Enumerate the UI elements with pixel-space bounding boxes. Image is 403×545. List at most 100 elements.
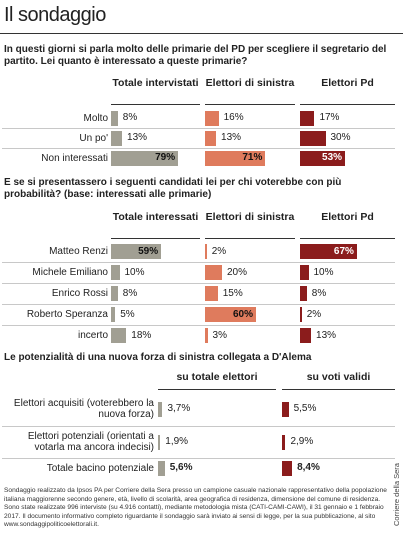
value-label: 71%: [242, 152, 263, 163]
header-rule: [111, 238, 200, 239]
row-label: Enrico Rossi: [51, 288, 108, 299]
row-separator: [2, 262, 395, 263]
value-label: 8%: [311, 287, 327, 299]
question: In questi giorni si parla molto delle pr…: [4, 44, 387, 67]
row-separator: [2, 325, 395, 326]
question: E se si presentassero i seguenti candida…: [4, 177, 342, 200]
row-label: Non interessati: [41, 152, 108, 164]
bar: [300, 307, 302, 322]
bar: [300, 244, 357, 259]
value-label: 30%: [330, 132, 351, 143]
bar: [158, 460, 165, 476]
row-label: Elettori potenziali (orientati a votarla…: [27, 431, 154, 453]
question: Le potenzialità di una nuova forza di si…: [4, 352, 312, 363]
bar: [158, 434, 161, 450]
bar: [282, 434, 286, 450]
bar: [282, 401, 289, 417]
header-rule: [205, 104, 295, 105]
bar: [111, 328, 127, 343]
value-label: 5,6%: [169, 462, 193, 473]
column-header: Elettori di sinistra: [205, 77, 295, 89]
value-label: 67%: [333, 245, 354, 257]
bar: [111, 286, 118, 301]
value-label: 18%: [131, 329, 152, 341]
bar: [300, 110, 315, 126]
bar: [205, 244, 207, 259]
row-separator: [2, 304, 395, 305]
bar: [111, 307, 116, 322]
value-label: 16%: [223, 112, 244, 123]
value-label: 79%: [155, 152, 176, 163]
row-label: Roberto Speranza: [26, 309, 108, 320]
row-label: incerto: [77, 330, 108, 341]
column-header: Elettori Pd: [321, 211, 374, 223]
value-label: 5%: [120, 308, 135, 320]
bar: [205, 286, 218, 301]
bar: [300, 286, 307, 301]
bar: [300, 328, 312, 343]
row-separator: [2, 426, 395, 427]
bar: [205, 110, 219, 126]
header-rule: [158, 389, 276, 390]
header-rule: [300, 104, 395, 105]
bar: [282, 460, 293, 476]
column-header: Totale intervistati: [112, 77, 199, 89]
header-rule: [111, 104, 200, 105]
row-separator: [2, 458, 395, 459]
column-header: su voti validi: [306, 371, 371, 383]
value-label: 59%: [138, 245, 159, 257]
value-label: 10%: [313, 266, 334, 278]
bar: [205, 328, 208, 343]
bar: [300, 265, 309, 280]
row-separator: [2, 148, 395, 149]
value-label: 13%: [127, 132, 148, 143]
row-label: Matteo Renzi: [49, 246, 108, 257]
bar: [111, 244, 162, 259]
value-label: 15%: [222, 287, 243, 299]
value-label: 1,9%: [165, 436, 189, 447]
row-separator: [2, 283, 395, 284]
row-label: Totale bacino potenziale: [46, 462, 154, 474]
value-label: 2,9%: [290, 436, 314, 447]
value-label: 10%: [124, 266, 145, 278]
bar: [205, 265, 222, 280]
bar: [205, 150, 266, 166]
header-rule: [282, 389, 395, 390]
value-label: 13%: [221, 132, 242, 143]
value-label: 8%: [122, 287, 138, 299]
bar: [158, 401, 163, 417]
source: Corriere della Sera: [392, 463, 401, 526]
title-rule: [0, 33, 403, 34]
column-header: su totale elettori: [176, 371, 258, 383]
value-label: 53%: [322, 152, 343, 163]
column-header: Elettori Pd: [321, 77, 374, 89]
value-label: 2%: [306, 308, 322, 320]
bar: [111, 150, 179, 166]
value-label: 3,7%: [167, 403, 191, 414]
page-title: Il sondaggio: [4, 4, 106, 26]
bar: [111, 265, 120, 280]
value-label: 8,4%: [297, 462, 320, 473]
row-label: Elettori acquisiti (voterebbero la nuova…: [13, 398, 154, 420]
value-label: 17%: [319, 112, 340, 123]
value-label: 13%: [316, 329, 337, 341]
bar: [111, 130, 123, 146]
row-label: Michele Emiliano: [32, 267, 108, 278]
header-rule: [205, 238, 295, 239]
bar: [300, 150, 346, 166]
bar: [300, 130, 326, 146]
column-header: Elettori di sinistra: [205, 211, 295, 223]
bar: [205, 307, 256, 322]
header-rule: [300, 238, 395, 239]
column-header: Totale interessati: [112, 211, 199, 223]
row-label: Un po': [79, 132, 108, 144]
value-label: 5,5%: [293, 403, 317, 414]
bar: [205, 130, 217, 146]
value-label: 2%: [211, 245, 227, 257]
row-separator: [2, 128, 395, 129]
value-label: 3%: [212, 329, 227, 341]
value-label: 8%: [122, 112, 138, 123]
row-label: Molto: [83, 112, 108, 124]
footnote: Sondaggio realizzato da Ipsos PA per Cor…: [4, 487, 387, 529]
